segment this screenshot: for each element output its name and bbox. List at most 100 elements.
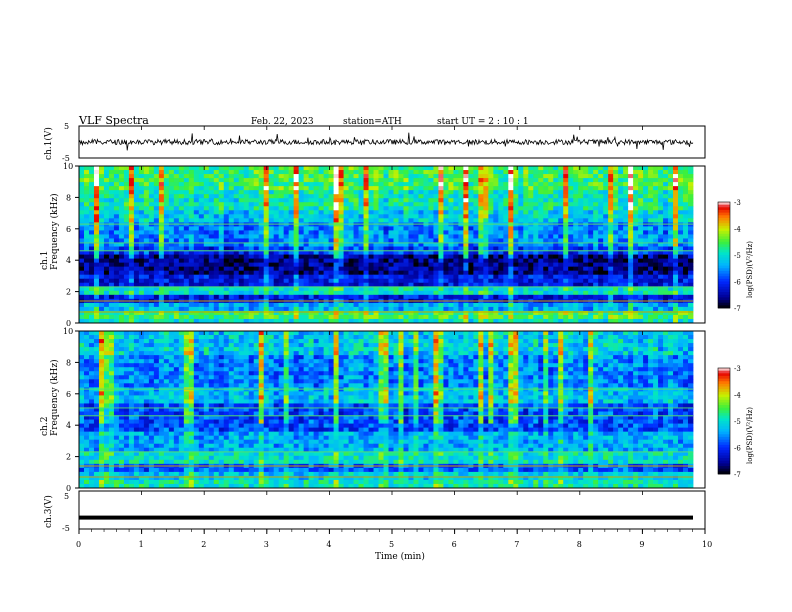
spectrogram-cell [93,194,100,199]
spectrogram-cell [273,218,280,223]
spectrogram-cell [618,182,624,187]
spectrogram-cell [653,254,659,259]
spectrogram-cell [168,218,175,223]
spectrogram-cell [608,306,614,312]
spectrogram-cell [553,254,559,259]
spectrogram-cell [193,190,200,195]
spectrogram-cell [318,262,324,268]
spectrogram-cell [688,226,694,231]
spectrogram-cell [228,262,235,268]
spectrogram-cell [258,202,265,207]
spectrogram-cell [538,331,544,336]
spectrogram-cell [583,278,589,284]
spectrogram-cell [108,310,115,316]
spectrogram-cell [223,170,230,175]
spectrogram-cell [543,178,549,183]
spectrogram-cell [153,218,160,223]
spectrogram-cell [88,178,95,183]
spectrogram-cell [338,170,344,175]
spectrogram-cell [483,294,489,300]
spectrogram-cell [353,282,359,288]
spectrogram-cell [543,198,549,203]
spectrogram-cell [368,234,374,239]
spectrogram-cell [453,331,459,336]
spectrogram-cell [613,226,619,231]
spectrogram-cell [273,282,280,288]
spectrogram-cell [138,190,145,195]
spectrogram-cell [168,318,175,324]
spectrogram-cell [478,210,484,215]
spectrogram-cell [538,234,544,239]
spectrogram-cell [478,230,484,235]
spectrogram-cell [383,178,389,183]
spectrogram-cell [338,331,344,336]
spectrogram-cell [483,218,489,223]
spectrogram-cell [398,250,404,255]
spectrogram-cell [673,302,679,308]
spectrogram-cell [253,190,260,195]
spectrogram-cell [283,262,290,268]
spectrogram-cell [178,230,185,235]
spectrogram-cell [168,166,175,171]
spectrogram-cell [433,310,439,316]
spectrogram-cell [403,166,409,171]
spectrogram-cell [378,210,384,215]
spectrogram-cell [623,282,629,288]
spectrogram-cell [568,234,574,239]
spectrogram-cell [233,278,240,284]
spectrogram-cell [148,294,155,300]
spectrogram-cell [253,266,260,272]
spectrogram-cell [368,331,374,336]
spectrogram-cell [538,270,544,276]
spectrogram-cell [468,250,474,255]
spectrogram-cell [448,214,454,219]
spectrogram-cell [158,250,165,255]
spectrogram-cell [528,262,534,268]
spectrogram-cell [268,226,275,231]
spectrogram-cell [463,306,469,312]
spectrogram-cell [353,206,359,211]
spectrogram-cell [433,331,439,336]
spectrogram-cell [343,314,349,320]
spectrogram-cell [248,310,255,316]
spectrogram-cell [188,218,195,223]
spectrogram-cell [163,270,170,276]
spectrogram-cell [228,234,235,239]
spectrogram-cell [518,282,524,288]
spectrogram-cell [463,286,469,292]
spectrogram-cell [148,238,155,243]
spectrogram-cell [423,306,429,312]
spectrogram-cell [513,230,519,235]
spectrogram-cell [303,302,310,308]
spectrogram-cell [178,174,185,179]
spectrogram-cell [658,190,664,195]
spectrogram-cell [178,186,185,191]
spectrogram-cell [433,278,439,284]
spectrogram-cell [373,258,379,264]
spectrogram-cell [423,218,429,223]
spectrogram-cell [458,290,464,296]
spectrogram-cell [533,190,539,195]
spectrogram-cell [88,190,95,195]
spectrogram-cell [423,278,429,284]
spectrogram-cell [473,206,479,211]
spectrogram-cell [493,214,499,219]
spectrogram-cell [168,210,175,215]
spectrogram-cell [303,310,310,316]
spectrogram-cell [518,174,524,179]
spectrogram-cell [388,202,394,207]
spectrogram-cell [248,314,255,320]
spectrogram-cell [513,310,519,316]
spectrogram-cell [453,282,459,288]
spectrogram-cell [323,214,329,219]
spectrogram-cell [418,302,424,308]
spectrogram-cell [298,210,305,215]
spectrogram-cell [363,182,369,187]
spectrogram-cell [388,198,394,203]
spectrogram-cell [503,302,509,308]
spectrogram-cell [178,274,185,280]
spectrogram-cell [378,270,384,276]
spectrogram-cell [158,331,165,336]
spectrogram-cell [458,266,464,272]
spectrogram-cell [553,218,559,223]
